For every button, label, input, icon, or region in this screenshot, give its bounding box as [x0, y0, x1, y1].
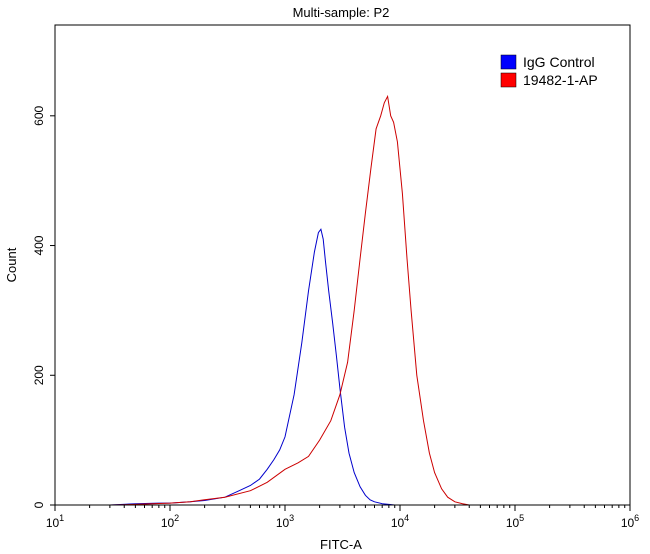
y-tick-label: 200	[32, 365, 46, 385]
legend-swatch-1	[500, 54, 517, 70]
y-tick-label: 0	[32, 501, 46, 508]
y-axis-title: Count	[4, 247, 19, 282]
x-tick-label: 103	[276, 513, 294, 530]
x-tick-label: 101	[46, 513, 64, 530]
y-tick-label: 600	[32, 105, 46, 125]
x-tick-label: 105	[506, 513, 524, 530]
legend-swatch-2	[500, 72, 517, 88]
x-tick-label: 102	[161, 513, 179, 530]
x-tick-label: 106	[621, 513, 639, 530]
y-tick-label: 400	[32, 235, 46, 255]
x-axis: 101 102 103 104 105 106	[46, 505, 639, 530]
plot-frame	[54, 24, 631, 506]
x-tick-label: 104	[391, 513, 409, 530]
series-line-2	[109, 94, 470, 506]
legend-label-2: 19482-1-AP	[523, 72, 598, 88]
chart-title: Multi-sample: P2	[293, 5, 390, 20]
legend: IgG Control 19482-1-AP	[500, 54, 598, 88]
y-axis: 0 200 400 600	[32, 105, 55, 508]
legend-label-1: IgG Control	[523, 54, 595, 70]
x-axis-title: FITC-A	[320, 537, 362, 552]
